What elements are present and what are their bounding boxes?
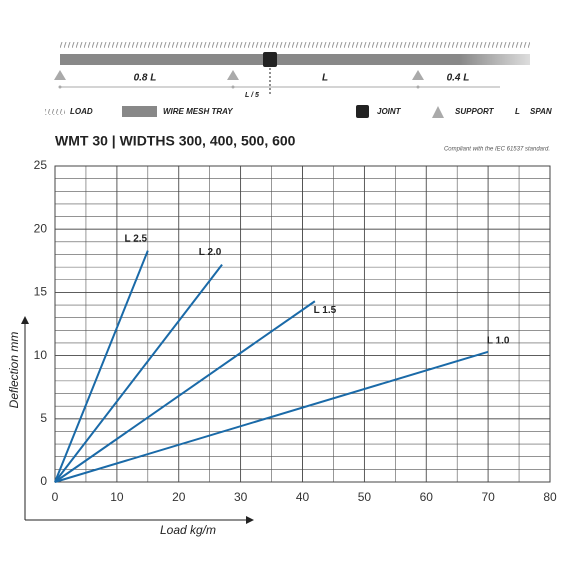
- x-tick-label: 30: [234, 490, 248, 504]
- x-tick-label: 10: [110, 490, 124, 504]
- series-label: L 1.5: [314, 305, 337, 316]
- y-tick-label: 0: [40, 474, 47, 488]
- legend-label: JOINT: [377, 107, 402, 116]
- series-line: [54, 300, 316, 483]
- y-tick-label: 15: [34, 285, 48, 299]
- y-tick-label: 5: [40, 411, 47, 425]
- series-line: [54, 350, 489, 483]
- chart-subtitle: Compliant with the IEC 61537 standard.: [444, 147, 550, 153]
- x-tick-label: 40: [296, 490, 310, 504]
- span-label: 0.4 L: [447, 73, 470, 84]
- legend-label: SUPPORT: [455, 107, 495, 116]
- legend-label: L: [515, 107, 520, 116]
- x-tick-label: 60: [420, 490, 434, 504]
- series-label: L 2.0: [199, 247, 222, 258]
- legend-label: WIRE MESH TRAY: [163, 107, 233, 116]
- span-label: L / 5: [245, 92, 259, 99]
- series-label: L 2.5: [125, 233, 148, 244]
- span-label: L: [322, 73, 328, 84]
- x-tick-label: 80: [543, 490, 557, 504]
- y-tick-label: 20: [34, 221, 48, 235]
- y-tick-label: 10: [34, 348, 48, 362]
- series-line: [54, 263, 223, 483]
- chart-title: WMT 30 | WIDTHS 300, 400, 500, 600: [55, 133, 296, 149]
- x-tick-label: 0: [52, 490, 59, 504]
- plot: 0 5 10 15 20 25 0 10 20 30 40 50 60 70 80 L 2.5 L 2.0 L 1…: [34, 158, 557, 504]
- x-tick-label: 70: [481, 490, 495, 504]
- span-diagram: 0.8 L L / 5 L 0.4 L LOAD WIRE MESH TRAY …: [45, 42, 552, 118]
- legend-label: SPAN: [530, 107, 552, 116]
- series-line: [54, 250, 149, 483]
- span-label: 0.8 L: [134, 73, 157, 84]
- series-label: L 1.0: [487, 335, 510, 346]
- x-tick-label: 20: [172, 490, 186, 504]
- y-tick-label: 25: [34, 158, 48, 172]
- legend-label: LOAD: [70, 107, 93, 116]
- x-axis-label: Load kg/m: [160, 523, 216, 537]
- y-axis-label: Deflection mm: [7, 332, 21, 409]
- x-tick-label: 50: [358, 490, 372, 504]
